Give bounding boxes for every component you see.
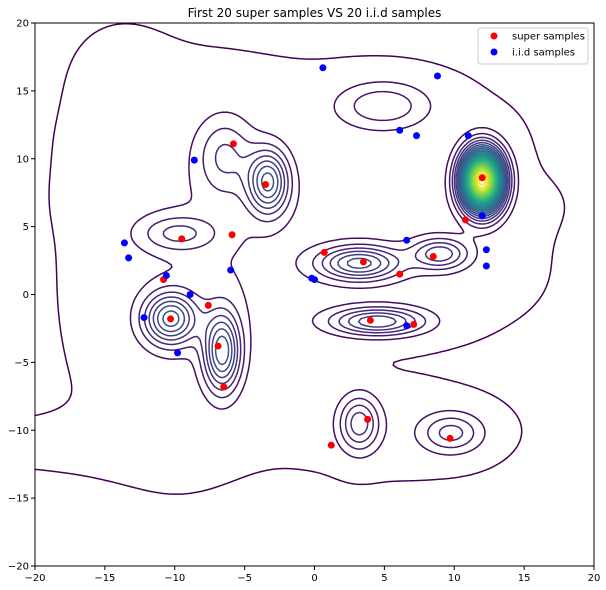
super-sample-point <box>366 316 374 324</box>
iid-sample-point <box>174 349 182 357</box>
super-sample-point <box>167 315 175 323</box>
y-tick-label: −15 <box>8 494 29 505</box>
super-sample-point <box>396 270 404 278</box>
y-tick-label: 5 <box>23 222 29 233</box>
contour-line <box>463 153 502 208</box>
x-tick-label: 10 <box>448 573 461 584</box>
iid-sample-point <box>464 132 472 140</box>
x-tick-label: 5 <box>381 573 387 584</box>
iid-sample-point <box>319 64 327 72</box>
contour-line <box>156 143 508 373</box>
legend-label-iid-samples: i.i.d samples <box>512 48 575 59</box>
legend: super samples i.i.d samples <box>477 27 589 65</box>
x-tick-label: 15 <box>518 573 531 584</box>
contour-line <box>148 139 511 436</box>
legend-marker-super-samples <box>490 32 498 40</box>
contour-line <box>459 147 506 214</box>
contour-line <box>460 149 505 213</box>
contour-line <box>464 154 501 207</box>
y-tick-label: −5 <box>14 358 29 369</box>
scatter-points <box>120 64 490 449</box>
contour-line <box>461 150 504 211</box>
x-tick-label: 0 <box>311 573 317 584</box>
super-sample-point <box>429 252 437 260</box>
iid-sample-point <box>482 246 490 254</box>
contour-line <box>469 161 496 200</box>
super-sample-point <box>214 342 222 350</box>
contour-line <box>138 90 516 450</box>
iid-sample-point <box>482 262 490 270</box>
x-tick-label: −5 <box>237 573 252 584</box>
plot-area <box>34 22 595 567</box>
iid-sample-point <box>140 314 148 322</box>
contour-line <box>471 165 493 196</box>
contour-line <box>162 145 507 366</box>
iid-sample-point <box>413 132 421 140</box>
y-tick-label: 0 <box>23 290 29 301</box>
contour-line <box>465 157 499 204</box>
contour-line <box>473 168 491 193</box>
contour-line <box>467 159 497 202</box>
iid-sample-point <box>162 271 170 279</box>
contour-line <box>35 23 566 495</box>
y-axis: −20 −15 −10 −5 0 5 10 15 20 <box>8 19 35 573</box>
contour-line <box>466 158 498 203</box>
super-sample-point <box>478 174 486 182</box>
y-tick-label: 20 <box>16 19 29 30</box>
legend-marker-iid-samples <box>490 48 498 56</box>
super-sample-point <box>364 415 372 423</box>
x-axis: −20 −15 −10 −5 0 5 10 15 20 <box>24 566 600 584</box>
super-sample-point <box>410 320 418 328</box>
y-tick-label: −20 <box>8 562 29 573</box>
iid-sample-point <box>120 239 128 247</box>
super-sample-point <box>461 216 469 224</box>
contour-line <box>470 163 495 198</box>
contour-line <box>470 164 494 197</box>
iid-sample-point <box>403 236 411 244</box>
density-contours <box>35 23 566 495</box>
super-sample-point <box>327 441 335 449</box>
y-tick-label: −10 <box>8 426 29 437</box>
contour-line <box>462 151 503 210</box>
x-tick-label: −10 <box>164 573 185 584</box>
super-sample-point <box>320 248 328 256</box>
super-sample-point <box>178 235 186 243</box>
x-tick-label: −15 <box>94 573 115 584</box>
iid-sample-point <box>478 212 486 220</box>
super-sample-point <box>228 231 236 239</box>
contour-line <box>152 141 509 379</box>
super-sample-point <box>359 258 367 266</box>
series-iid-samples <box>120 64 490 357</box>
super-sample-point <box>262 181 270 189</box>
iid-sample-point <box>396 126 404 134</box>
contour-line <box>472 167 492 194</box>
x-tick-label: −20 <box>24 573 45 584</box>
chart-title: First 20 super samples VS 20 i.i.d sampl… <box>188 6 442 20</box>
iid-sample-point <box>403 322 411 330</box>
iid-sample-point <box>311 276 318 284</box>
contour-line <box>476 172 489 189</box>
iid-sample-point <box>433 72 441 80</box>
y-tick-label: 15 <box>16 86 29 97</box>
legend-label-super-samples: super samples <box>512 32 585 43</box>
super-sample-point <box>220 383 228 391</box>
contour-line <box>475 170 490 191</box>
super-sample-point <box>446 434 454 442</box>
iid-sample-point <box>186 291 194 298</box>
x-tick-label: 20 <box>588 573 601 584</box>
y-tick-label: 10 <box>16 154 29 165</box>
super-sample-point <box>229 140 237 148</box>
legend-box <box>477 27 589 65</box>
contour-line <box>468 160 496 201</box>
super-sample-point <box>204 301 212 309</box>
iid-sample-point <box>190 156 198 164</box>
iid-sample-point <box>125 254 133 262</box>
iid-sample-point <box>227 266 235 274</box>
contour-line <box>465 155 500 206</box>
